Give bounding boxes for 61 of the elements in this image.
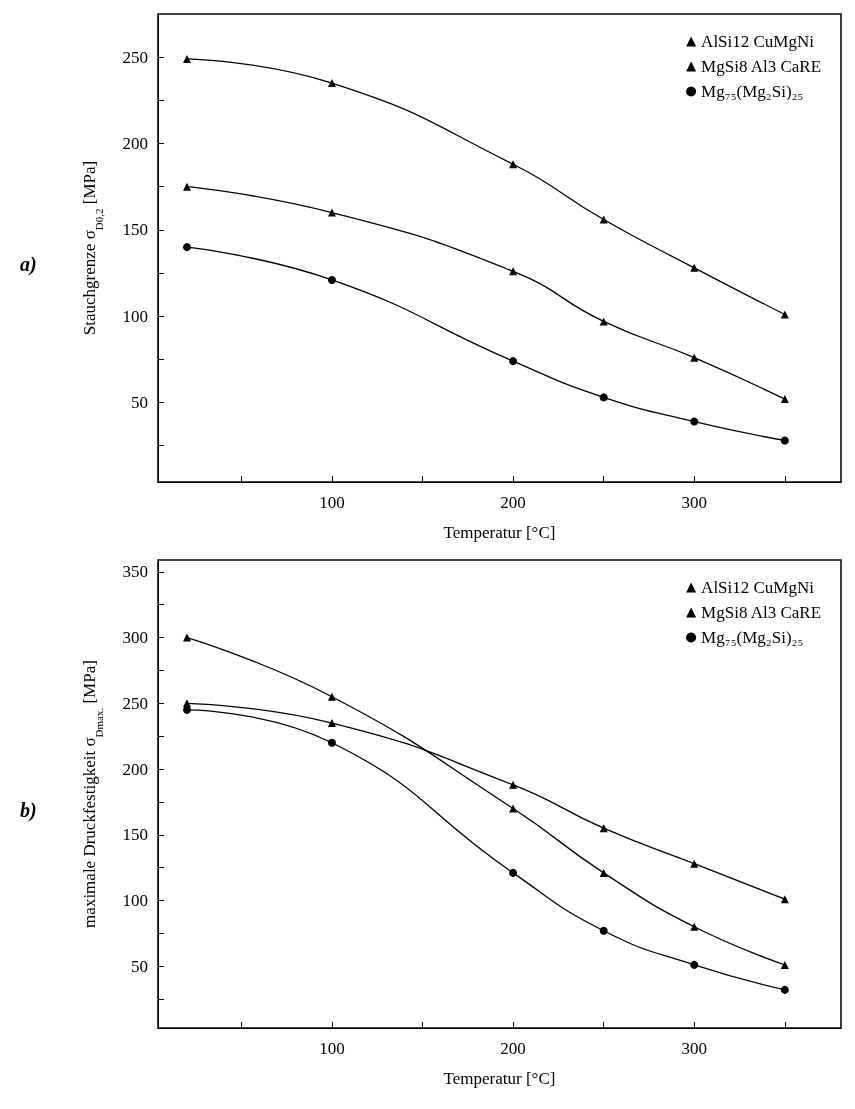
point (509, 160, 518, 169)
point (780, 436, 789, 445)
point (182, 54, 191, 63)
x-tick-label: 100 (319, 493, 345, 512)
y-tick-label: 50 (131, 393, 148, 413)
point (690, 417, 699, 426)
y-tick-label: 350 (122, 562, 148, 582)
point (780, 960, 789, 969)
y-tick-label: 300 (122, 628, 148, 648)
point (599, 868, 608, 877)
x-tick-label: 100 (319, 1039, 345, 1058)
legend-label: Mg₇₅(Mg₂Si)₂₅ (701, 82, 804, 101)
y-tick-label: 100 (122, 306, 148, 326)
y-tick-label: 200 (122, 134, 148, 154)
point (690, 960, 699, 969)
point (509, 267, 518, 276)
point (690, 922, 699, 931)
point (599, 824, 608, 833)
point (182, 243, 191, 252)
x-axis-title: Temperatur [°C] (443, 1069, 556, 1088)
point (780, 395, 789, 404)
point (690, 859, 699, 868)
point (780, 985, 789, 994)
point (327, 719, 336, 728)
point (690, 353, 699, 362)
point (327, 738, 336, 747)
point (780, 895, 789, 904)
point (327, 79, 336, 88)
y-tick-label: 200 (122, 759, 148, 779)
text: a) (20, 252, 37, 276)
y-axis-title: Stauchgrenze σD0,2 [MPa] (80, 160, 105, 336)
point (509, 780, 518, 789)
point (599, 926, 608, 935)
x-axis-title: Temperatur [°C] (443, 523, 556, 542)
y-tick-label: 50 (131, 956, 148, 976)
text: b) (20, 798, 37, 822)
point (182, 182, 191, 191)
legend-label: AlSi12 CuMgNi (701, 578, 815, 597)
y-tick-label: 150 (122, 220, 148, 240)
point (509, 357, 518, 366)
point (599, 215, 608, 224)
x-tick-label: 300 (681, 493, 707, 512)
x-tick-label: 200 (500, 493, 526, 512)
point (327, 692, 336, 701)
legend-label: MgSi8 Al3 CaRE (701, 57, 822, 76)
point (509, 868, 518, 877)
y-tick-label: 250 (122, 693, 148, 713)
x-tick-label: 200 (500, 1039, 526, 1058)
legend-label: AlSi12 CuMgNi (701, 32, 815, 51)
point (690, 263, 699, 272)
legend-label: MgSi8 Al3 CaRE (701, 603, 822, 622)
point (327, 208, 336, 217)
point (182, 633, 191, 642)
y-tick-label: 250 (122, 47, 148, 67)
point (599, 393, 608, 402)
x-tick-label: 300 (681, 1039, 707, 1058)
legend-label: Mg₇₅(Mg₂Si)₂₅ (701, 628, 804, 647)
y-tick-label: 100 (122, 890, 148, 910)
y-tick-label: 150 (122, 825, 148, 845)
point (327, 275, 336, 284)
y-axis-title: maximale Druckfestigkeit σDmax. [MPa] (80, 660, 105, 928)
